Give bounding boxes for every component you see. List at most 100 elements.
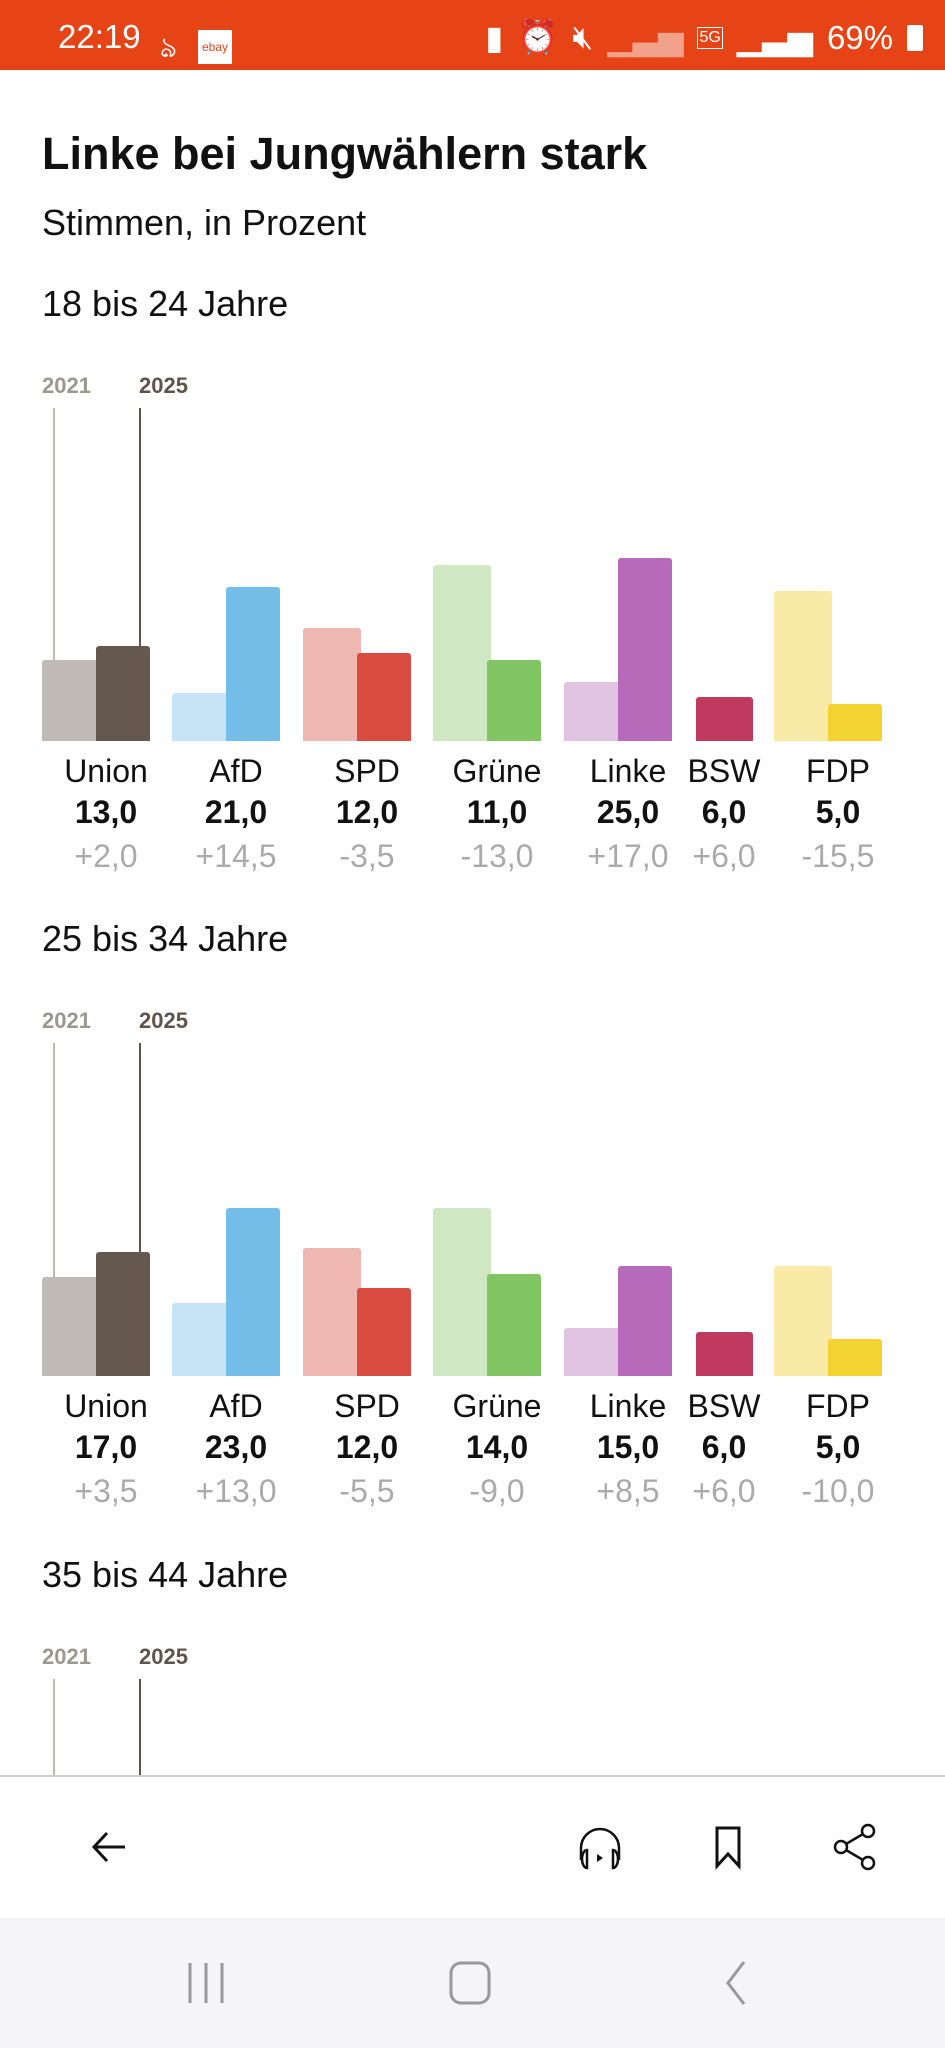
change-label: -3,5 [339, 838, 395, 874]
party-label: Grüne [452, 1388, 542, 1424]
party-label: AfD [209, 753, 263, 789]
bar-Union-2021 [42, 660, 100, 741]
party-label: BSW [687, 753, 761, 789]
bar-Grüne-2021 [433, 565, 491, 741]
bar-Grüne-2025 [487, 1273, 541, 1376]
bar-Union-2025 [96, 1251, 150, 1376]
chart-title: Linke bei Jungwählern stark [42, 128, 648, 179]
value-label: 5,0 [815, 794, 861, 830]
article-toolbar [0, 1775, 945, 1918]
headphones-icon[interactable] [575, 1822, 625, 1872]
value-label: 15,0 [596, 1429, 660, 1465]
bar-SPD-2021 [303, 1247, 361, 1376]
bar-Grüne-2025 [487, 660, 541, 741]
bar-BSW-2025 [696, 697, 753, 741]
bar-FDP-2021 [774, 1266, 832, 1376]
party-label: Grüne [452, 753, 542, 789]
value-label: 21,0 [204, 794, 268, 830]
value-label: 12,0 [335, 794, 399, 830]
value-label: 11,0 [466, 794, 528, 830]
value-label: 25,0 [596, 794, 660, 830]
party-label: SPD [334, 753, 400, 789]
chart-subtitle: Stimmen, in Prozent [42, 202, 367, 243]
bar-SPD-2021 [303, 627, 361, 741]
value-label: 5,0 [815, 1429, 861, 1465]
bar-AfD-2025 [226, 1207, 280, 1376]
bar-Grüne-2021 [433, 1207, 491, 1376]
legend-line-2025 [139, 1043, 141, 1376]
battery-percent: 69% [826, 18, 893, 56]
change-label: +6,0 [692, 838, 756, 874]
app-notification-icon: ঌ [160, 32, 177, 63]
party-label: Linke [589, 1388, 667, 1424]
bar-AfD-2021 [172, 1302, 230, 1376]
party-label: Union [64, 1388, 148, 1424]
change-label: +2,0 [74, 838, 138, 874]
recent-apps-icon[interactable] [176, 1958, 236, 2008]
legend-line-2025 [139, 408, 141, 741]
bar-Linke-2021 [564, 682, 622, 741]
legend-2025: 2025 [139, 373, 188, 398]
bar-FDP-2021 [774, 590, 832, 741]
bar-FDP-2025 [828, 1339, 882, 1376]
legend-2021: 2021 [42, 373, 91, 398]
party-label: FDP [806, 1388, 870, 1424]
bar-FDP-2025 [828, 704, 882, 741]
legend-2025: 2025 [139, 1008, 188, 1033]
bar-Union-2021 [42, 1277, 100, 1376]
bar-BSW-2025 [696, 1332, 753, 1376]
party-label: FDP [806, 753, 870, 789]
value-label: 17,0 [74, 1429, 138, 1465]
legend-2025: 2025 [139, 1644, 188, 1669]
back-icon[interactable] [85, 1822, 135, 1872]
change-label: -15,5 [801, 838, 875, 874]
party-label: Linke [589, 753, 667, 789]
value-label: 12,0 [335, 1429, 399, 1465]
legend-line-2021 [53, 408, 55, 741]
legend-line-2025 [139, 1679, 141, 1775]
status-time: 22:19 [58, 18, 141, 55]
party-label: Union [64, 753, 148, 789]
bar-Linke-2021 [564, 1328, 622, 1376]
change-label: -13,0 [460, 838, 534, 874]
change-label: -10,0 [801, 1473, 875, 1509]
alarm-icon: ⏰ [517, 18, 559, 55]
battery-saver-icon: ▮ [485, 19, 504, 56]
system-nav-bar [0, 1918, 945, 2048]
group-heading: 18 bis 24 Jahre [42, 283, 289, 324]
back-nav-icon[interactable] [706, 1958, 766, 2008]
bar-Linke-2025 [618, 558, 672, 741]
change-label: +3,5 [74, 1473, 138, 1509]
5g-icon: 5G [697, 26, 723, 49]
legend-line-2021 [53, 1679, 55, 1775]
bar-Union-2025 [96, 645, 150, 741]
bar-AfD-2025 [226, 587, 280, 741]
value-label: 6,0 [701, 794, 747, 830]
value-label: 14,0 [465, 1429, 529, 1465]
change-label: +17,0 [587, 838, 669, 874]
change-label: -9,0 [469, 1473, 525, 1509]
bar-SPD-2025 [357, 653, 411, 741]
change-label: +6,0 [692, 1473, 756, 1509]
group-heading: 25 bis 34 Jahre [42, 918, 289, 959]
battery-icon [907, 24, 923, 51]
party-label: SPD [334, 1388, 400, 1424]
legend-line-2021 [53, 1043, 55, 1376]
bar-SPD-2025 [357, 1288, 411, 1376]
party-label: BSW [687, 1388, 761, 1424]
legend-2021: 2021 [42, 1644, 91, 1669]
group-heading: 35 bis 44 Jahre [42, 1554, 289, 1595]
change-label: -5,5 [339, 1473, 395, 1509]
party-label: AfD [209, 1388, 263, 1424]
home-icon[interactable] [440, 1958, 500, 2008]
signal-icon: ▁▃▅ [607, 19, 684, 56]
signal-icon-2: ▁▃▅ [736, 19, 813, 56]
status-bar: 22:19 ঌ ebay ▮ ⏰ 🔇︎ ▁▃▅ 5G ▁▃▅ 69% [0, 0, 945, 70]
bar-Linke-2025 [618, 1266, 672, 1376]
value-label: 13,0 [74, 794, 138, 830]
change-label: +8,5 [596, 1473, 660, 1509]
bookmark-icon[interactable] [703, 1822, 753, 1872]
value-label: 6,0 [701, 1429, 747, 1465]
share-icon[interactable] [830, 1822, 880, 1872]
ebay-notification-icon: ebay [198, 30, 232, 64]
